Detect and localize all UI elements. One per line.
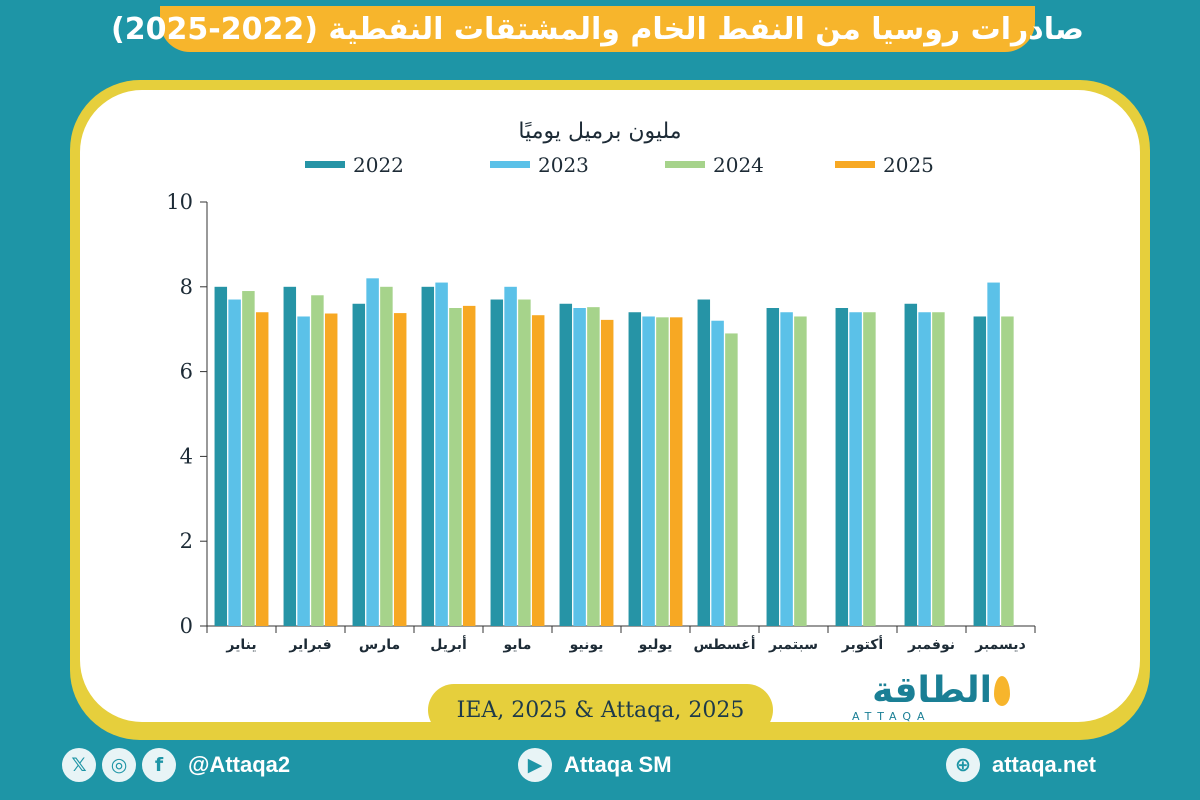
- x-tick-label: نوفمبر: [907, 637, 955, 653]
- legend-swatch-2022: [305, 161, 345, 168]
- x-tick-label: يونيو: [569, 637, 604, 653]
- bar-2024: [518, 299, 531, 626]
- bar-2022: [214, 286, 228, 626]
- x-icon[interactable]: 𝕏: [62, 748, 96, 782]
- logo-subtitle: ATTAQA: [852, 710, 931, 723]
- bar-2024: [794, 316, 807, 626]
- legend-label-2022: 2022: [353, 153, 404, 177]
- bar-2022: [973, 316, 987, 626]
- bar-2025: [393, 313, 407, 626]
- bar-2022: [283, 286, 297, 626]
- bar-2023: [504, 286, 517, 626]
- bar-2025: [531, 315, 545, 626]
- bar-2022: [628, 312, 642, 626]
- bar-2023: [780, 312, 793, 626]
- bar-2023: [228, 299, 241, 626]
- footer-youtube: ▶ Attaqa SM: [518, 745, 672, 785]
- y-tick-label: 0: [180, 614, 193, 638]
- x-tick-label: يناير: [225, 637, 256, 653]
- globe-icon[interactable]: ⊕: [946, 748, 980, 782]
- bar-2025: [669, 317, 683, 626]
- bar-2024: [449, 308, 462, 626]
- legend-label-2025: 2025: [883, 153, 934, 177]
- bar-2022: [559, 303, 573, 626]
- legend-label-2023: 2023: [538, 153, 589, 177]
- social-handle[interactable]: @Attaqa2: [188, 752, 291, 777]
- legend-swatch-2024: [665, 161, 705, 168]
- bar-2024: [311, 295, 324, 626]
- footer-website: ⊕ attaqa.net: [946, 745, 1096, 785]
- facebook-icon[interactable]: f: [142, 748, 176, 782]
- youtube-name[interactable]: Attaqa SM: [564, 752, 672, 777]
- bar-2022: [697, 299, 711, 626]
- bar-2025: [255, 312, 269, 626]
- y-tick-label: 10: [166, 190, 193, 214]
- chart-title: مليون برميل يوميًا: [518, 119, 681, 144]
- bar-2022: [421, 286, 435, 626]
- bar-2022: [490, 299, 504, 626]
- bar-2025: [462, 305, 476, 626]
- bar-2023: [573, 308, 586, 626]
- bar-2022: [766, 308, 780, 626]
- bar-2022: [352, 303, 366, 626]
- youtube-icon[interactable]: ▶: [518, 748, 552, 782]
- footer-social: 𝕏 ◎ f @Attaqa2: [62, 745, 290, 785]
- bar-2024: [725, 333, 738, 626]
- logo-drop-icon: [994, 676, 1010, 706]
- bar-2025: [600, 319, 614, 626]
- page-title: صادرات روسيا من النفط الخام والمشتقات ال…: [111, 11, 1084, 47]
- x-tick-label: فبراير: [288, 637, 331, 653]
- legend-swatch-2023: [490, 161, 530, 168]
- y-tick-label: 4: [180, 444, 193, 468]
- y-tick-label: 8: [180, 275, 193, 299]
- attaqa-logo: الطاقة ATTAQA: [840, 670, 1010, 723]
- bar-2025: [324, 313, 338, 626]
- bar-2024: [242, 291, 255, 626]
- x-tick-label: سبتمبر: [768, 637, 818, 653]
- bar-2024: [587, 307, 600, 626]
- x-tick-label: يوليو: [638, 637, 673, 653]
- bar-2023: [297, 316, 310, 626]
- bar-2023: [918, 312, 931, 626]
- bar-2024: [1001, 316, 1014, 626]
- legend-label-2024: 2024: [713, 153, 764, 177]
- x-tick-label: أكتوبر: [841, 635, 883, 653]
- x-tick-label: مايو: [503, 637, 532, 653]
- logo-text: الطاقة: [872, 670, 992, 711]
- bar-2022: [835, 308, 849, 626]
- legend-swatch-2025: [835, 161, 875, 168]
- x-tick-label: مارس: [359, 637, 400, 653]
- bar-2023: [711, 320, 724, 626]
- x-tick-label: ديسمبر: [974, 637, 1026, 653]
- instagram-icon[interactable]: ◎: [102, 748, 136, 782]
- bar-2023: [366, 278, 379, 626]
- y-tick-label: 2: [180, 529, 193, 553]
- bar-2023: [849, 312, 862, 626]
- bar-2024: [863, 312, 876, 626]
- source-text: IEA, 2025 & Attaqa, 2025: [456, 697, 745, 723]
- title-banner: صادرات روسيا من النفط الخام والمشتقات ال…: [111, 6, 1084, 52]
- bar-2024: [932, 312, 945, 626]
- source-pill: IEA, 2025 & Attaqa, 2025: [428, 684, 773, 736]
- website-link[interactable]: attaqa.net: [992, 752, 1096, 777]
- bar-2022: [904, 303, 918, 626]
- bar-2023: [435, 282, 448, 626]
- bar-2024: [656, 317, 669, 626]
- x-tick-label: أغسطس: [693, 635, 755, 653]
- x-tick-label: أبريل: [430, 635, 467, 653]
- y-tick-label: 6: [180, 360, 193, 384]
- bar-2023: [642, 316, 655, 626]
- bar-2023: [987, 282, 1000, 626]
- bar-2024: [380, 286, 393, 626]
